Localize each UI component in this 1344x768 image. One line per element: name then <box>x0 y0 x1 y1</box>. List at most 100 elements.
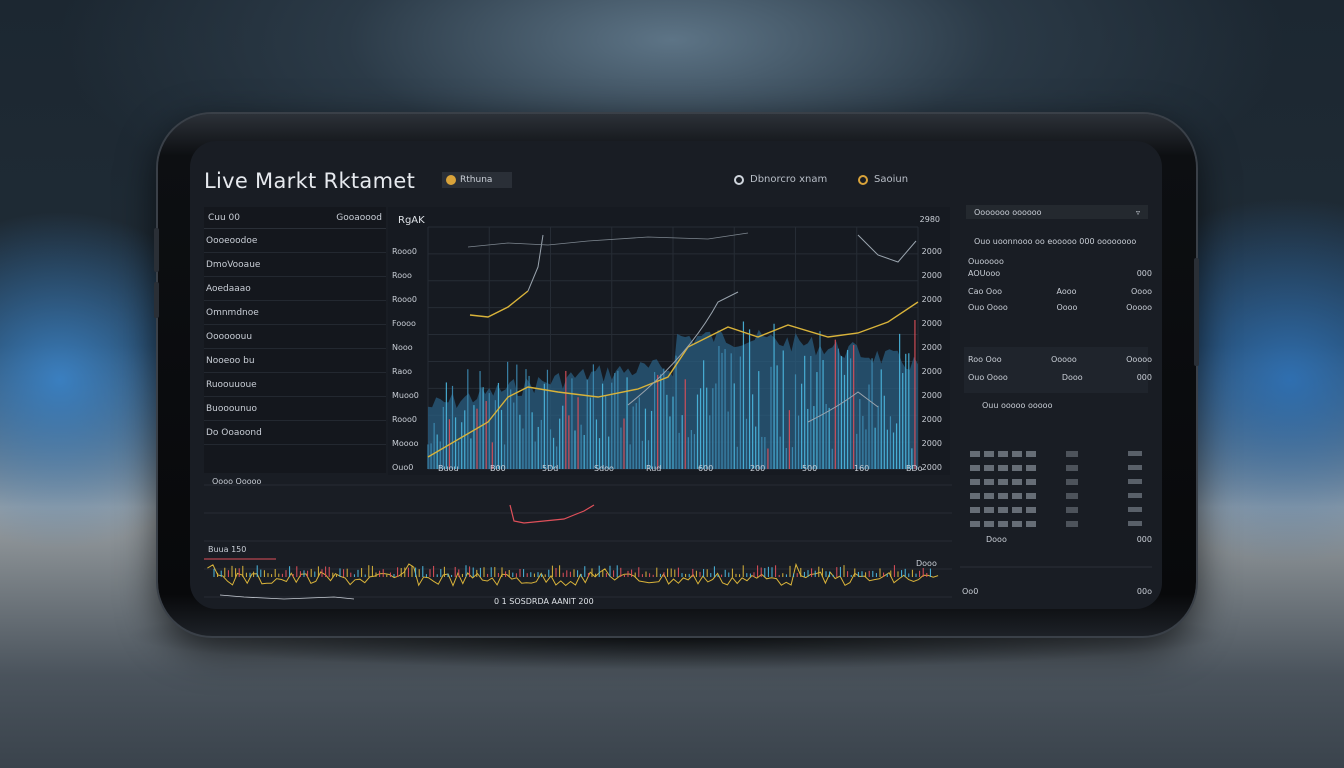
header-link-1[interactable]: Dbnorcro xnam <box>734 174 827 185</box>
right-tick-label: 2000 <box>921 295 942 304</box>
side-row[interactable]: AOUooo 000 <box>956 269 1152 278</box>
phone-power-button <box>1194 258 1199 366</box>
table-cell <box>1128 465 1142 470</box>
side-table-svg <box>960 451 1152 568</box>
side-sub-header: Ouu ooooo ooooo <box>956 401 1152 410</box>
table-cell <box>984 465 994 471</box>
watchlist-item[interactable]: Oooooouu <box>204 325 386 349</box>
table-cell <box>998 521 1008 527</box>
lower-chart-svg <box>204 484 952 600</box>
table-cell <box>984 493 994 499</box>
watchlist-item[interactable]: DmoVooaue <box>204 253 386 277</box>
x-tick-label: 160 <box>854 464 870 473</box>
side-panel: Ooooooo oooooo ▿ Ouo uoonnooo oo eooooo … <box>956 201 1162 609</box>
watchlist-item[interactable]: Aoedaaao <box>204 277 386 301</box>
watchlist-item[interactable]: Do Ooaoond <box>204 421 386 445</box>
y-tick-label: Moooo <box>392 439 419 448</box>
side-row[interactable]: Ouo Oooo Dooo 000 <box>956 373 1152 382</box>
app-title: Live Markt Rktamet <box>204 169 416 193</box>
side-row-right: Ooooo <box>1126 303 1152 312</box>
side-row-right: Ooooo <box>1126 355 1152 364</box>
watchlist-item[interactable]: Oooeoodoe <box>204 229 386 253</box>
table-cell <box>970 507 980 513</box>
side-line-1-text: Ouo uoonnooo oo eooooo 000 oooooooo <box>974 237 1137 246</box>
side-sub-header-text: Ouu ooooo ooooo <box>982 401 1053 410</box>
side-bottom-row[interactable]: Oo0 00o <box>956 587 1152 596</box>
side-row[interactable]: Ouooooo <box>956 257 1152 266</box>
side-row[interactable]: Cao Ooo Aooo Oooo <box>956 287 1152 296</box>
table-cell <box>1012 465 1022 471</box>
right-tick-label: 2000 <box>921 463 942 472</box>
table-cell <box>1066 479 1078 485</box>
table-cell <box>1012 507 1022 513</box>
table-cell <box>1012 479 1022 485</box>
trend-segment <box>469 290 529 318</box>
side-row-left: Ouo Oooo <box>968 303 1008 312</box>
y-tick-label: Foooo <box>392 319 416 328</box>
trend-segment <box>467 232 749 248</box>
table-cell <box>1026 465 1036 471</box>
table-cell <box>1128 507 1142 512</box>
side-row-right: 000 <box>1136 269 1152 278</box>
side-row-left: Ouooooo <box>968 257 1004 266</box>
table-cell <box>1026 451 1036 457</box>
side-row[interactable]: Ouo Oooo Oooo Ooooo <box>956 303 1152 312</box>
table-cell <box>998 465 1008 471</box>
table-cell <box>1066 493 1078 499</box>
table-cell <box>984 507 994 513</box>
right-tick-label: 2000 <box>921 439 942 448</box>
bell-icon <box>858 174 868 185</box>
table-cell <box>1012 521 1022 527</box>
side-line-1: Ouo uoonnooo oo eooooo 000 oooooooo <box>956 237 1152 246</box>
x-tick-label: Sdoo <box>594 464 614 473</box>
y-tick-label: Muoo0 <box>392 391 419 400</box>
side-dropdown[interactable]: Ooooooo oooooo ▿ <box>966 205 1148 219</box>
y-tick-label: Nooo <box>392 343 413 352</box>
table-cell <box>998 493 1008 499</box>
lower-panel[interactable]: Oooo Ooooo Buua 150 Dooo 0 1 SOSDRDA AAN… <box>204 475 952 609</box>
watchlist-item[interactable]: Omnmdnoe <box>204 301 386 325</box>
table-cell <box>1012 451 1022 457</box>
y-tick-label: Ouo0 <box>392 463 414 472</box>
lower-label-left: Buua 150 <box>208 545 247 554</box>
watchlist-item[interactable]: Ruoouuoue <box>204 373 386 397</box>
header-link-2[interactable]: Saoiun <box>858 174 908 185</box>
phone-volume-button-2 <box>154 282 159 318</box>
table-cell <box>970 521 980 527</box>
chevron-down-icon: ▿ <box>1135 207 1140 217</box>
y-tick-label: Raoo <box>392 367 413 376</box>
watchlist: Cuu 00 Gooaoood Oooeoodoe DmoVooaue Aoed… <box>204 207 386 473</box>
globe-icon <box>734 174 744 185</box>
header-link-2-label: Saoiun <box>874 174 909 185</box>
y-tick-label: Rooo0 <box>392 415 417 424</box>
watchlist-header: Cuu 00 Gooaoood <box>204 207 386 229</box>
watchlist-header-right[interactable]: Gooaoood <box>336 212 382 223</box>
table-cell <box>998 451 1008 457</box>
x-tick-label: Buou <box>438 464 459 473</box>
side-bottom-left: Oo0 <box>962 587 979 596</box>
side-highlight-panel <box>964 347 1148 393</box>
watchlist-item[interactable]: Buooounuo <box>204 397 386 421</box>
right-tick-label: 2000 <box>921 415 942 424</box>
table-cell <box>1026 493 1036 499</box>
app-screen: Live Markt Rktamet Rthuna Dbnorcro xnam … <box>190 141 1162 609</box>
lower-label-right: Dooo <box>916 559 937 568</box>
header-badge[interactable]: Rthuna <box>442 172 512 188</box>
watchlist-item[interactable]: Nooeoo bu <box>204 349 386 373</box>
trend-segment <box>807 391 879 423</box>
side-bottom-right: 00o <box>1136 587 1152 596</box>
trend-segment <box>857 234 917 263</box>
trend-segment <box>527 234 544 292</box>
side-row-mid: Dooo <box>1061 373 1083 382</box>
side-footer-row[interactable]: Dooo 000 <box>956 535 1152 544</box>
x-tick-label: 500 <box>802 464 818 473</box>
side-row[interactable]: Roo Ooo Ooooo Ooooo <box>956 355 1152 364</box>
table-cell <box>1026 479 1036 485</box>
table-cell <box>1026 521 1036 527</box>
x-tick-label: BDo <box>906 464 923 473</box>
y-tick-label: Rooo <box>392 271 412 280</box>
right-tick-label: 2000 <box>921 271 942 280</box>
side-footer-left: Dooo <box>986 535 1007 544</box>
table-cell <box>970 479 980 485</box>
main-chart[interactable]: RgAK 2980 Rooo0 Rooo Rooo0 Foooo Nooo Raoo Muo… <box>388 207 950 475</box>
